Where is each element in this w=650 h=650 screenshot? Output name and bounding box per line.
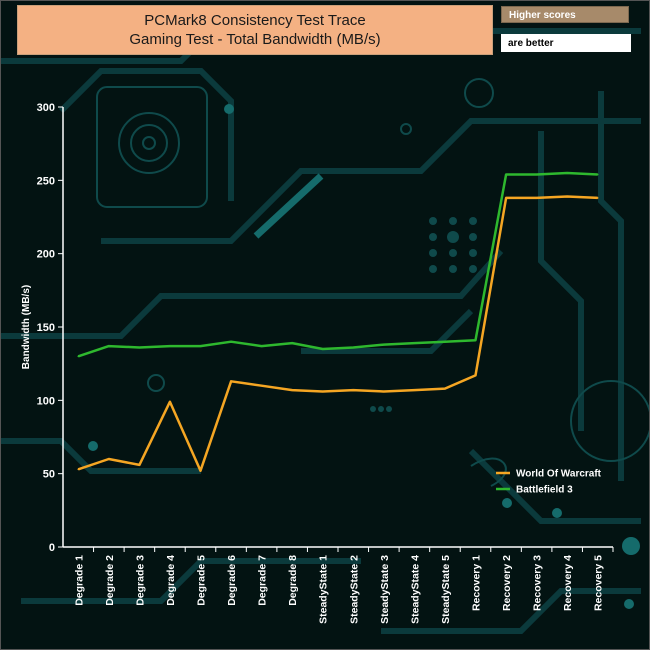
y-tick-label: 50 [43, 469, 55, 481]
series-lines [77, 171, 599, 472]
y-tick-label: 150 [37, 322, 55, 334]
data-point [291, 342, 293, 344]
data-point [505, 173, 507, 176]
y-axis-label: Bandwidth (MB/s) [21, 285, 32, 369]
data-point [596, 173, 599, 176]
data-point [138, 464, 141, 466]
x-tick-label: Recovery 1 [471, 555, 483, 611]
data-point [230, 340, 232, 343]
chart-axes [62, 107, 613, 548]
chart-title-box: PCMark8 Consistency Test Trace Gaming Te… [17, 5, 493, 55]
data-point [321, 348, 324, 350]
data-point [352, 389, 355, 391]
y-axis-ticks: 0 50 100 150 200 250 300 [37, 102, 63, 554]
data-point [108, 345, 110, 347]
x-tick-label: SteadyState 3 [379, 555, 391, 624]
data-point [169, 401, 171, 403]
x-tick-label: Degrade 5 [196, 555, 208, 606]
data-point [444, 387, 446, 390]
chart-legend: World Of Warcraft Battlefield 3 [496, 469, 602, 496]
data-point [444, 340, 446, 343]
x-tick-label: SteadyState 1 [318, 555, 330, 624]
data-point [474, 374, 477, 377]
data-point [413, 342, 416, 344]
x-tick-label: Degrade 7 [257, 555, 269, 606]
data-point [230, 380, 232, 383]
legend-entry: World Of Warcraft [516, 469, 602, 480]
data-point [505, 197, 507, 199]
data-point [260, 345, 263, 347]
data-point [260, 384, 263, 387]
x-tick-label: Degrade 1 [73, 555, 85, 606]
data-point [535, 197, 538, 199]
x-tick-label: Degrade 3 [134, 555, 146, 606]
x-tick-label: Recovery 2 [501, 555, 513, 611]
data-point [566, 172, 568, 174]
data-point [199, 345, 202, 347]
data-point [596, 197, 599, 199]
y-tick-label: 250 [37, 175, 55, 187]
chart-title-line-1: PCMark8 Consistency Test Trace [144, 12, 366, 29]
data-point [383, 390, 385, 393]
x-tick-label: SteadyState 2 [348, 555, 360, 624]
data-point [474, 339, 477, 342]
data-point [77, 355, 80, 358]
data-point [77, 468, 80, 471]
data-point [352, 346, 355, 349]
x-tick-label: SteadyState 4 [409, 555, 421, 624]
are-better-note: are better [501, 34, 631, 52]
x-tick-label: Degrade 2 [104, 555, 116, 606]
data-point [321, 390, 324, 393]
data-point [383, 343, 385, 346]
data-point [566, 195, 568, 198]
y-tick-label: 0 [49, 542, 55, 554]
series-line [77, 195, 598, 472]
x-tick-label: Degrade 6 [226, 555, 238, 606]
y-tick-label: 200 [37, 249, 55, 261]
x-axis-ticks: Degrade 1 Degrade 2 Degrade 3 Degrade 4 Degr… [73, 547, 614, 624]
x-tick-label: Degrade 8 [287, 555, 299, 606]
data-point [535, 173, 538, 176]
data-point [169, 345, 171, 347]
y-tick-label: 100 [37, 395, 55, 407]
data-point [291, 389, 293, 391]
y-tick-label: 300 [37, 102, 55, 114]
data-point [108, 458, 110, 460]
data-point [199, 469, 202, 472]
x-tick-label: Recovery 4 [562, 555, 574, 611]
x-tick-label: SteadyState 5 [440, 555, 452, 624]
data-point [138, 346, 141, 349]
legend-entry: Battlefield 3 [516, 485, 573, 496]
data-point [413, 389, 416, 391]
x-tick-label: Recovery 3 [532, 555, 544, 611]
chart-title-line-2: Gaming Test - Total Bandwidth (MB/s) [129, 31, 381, 48]
x-tick-label: Degrade 4 [165, 555, 177, 606]
series-line [77, 171, 598, 358]
x-tick-label: Recovery 5 [593, 555, 605, 611]
higher-scores-note: Higher scores [501, 6, 629, 23]
